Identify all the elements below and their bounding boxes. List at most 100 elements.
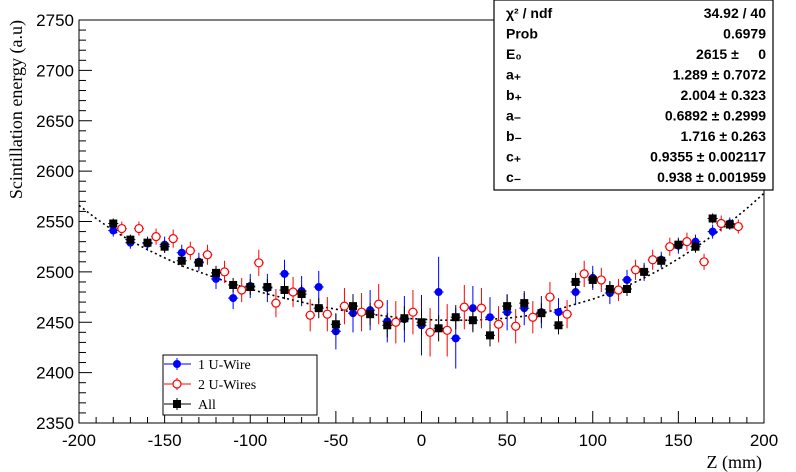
- data-point: [254, 258, 264, 268]
- stats-value: 2615 ± 0: [696, 46, 766, 62]
- data-point: [733, 221, 743, 232]
- data-point: [305, 310, 315, 320]
- axes-layer: -200 -150 -100 -50 0 50 100 150 200 2350 2400 2450 2…: [36, 11, 778, 450]
- data-point: [451, 334, 460, 343]
- data-point: [356, 307, 367, 317]
- data-point: [648, 255, 658, 265]
- data-point: [246, 282, 255, 291]
- data-point: [442, 325, 452, 335]
- y-tick-label: 2600: [36, 162, 74, 181]
- x-tick-label: 200: [750, 431, 778, 450]
- stats-value: 1.716 ± 0.263: [680, 128, 766, 144]
- data-point: [383, 321, 392, 330]
- data-point: [314, 282, 323, 291]
- data-point: [520, 299, 529, 308]
- stats-value: 0.6979: [723, 26, 766, 42]
- data-point: [434, 288, 443, 297]
- data-point: [314, 304, 323, 313]
- data-point: [503, 302, 512, 311]
- x-tick-label: -50: [324, 431, 349, 450]
- data-point: [109, 219, 118, 228]
- y-tick-label: 2500: [36, 263, 74, 282]
- data-point: [528, 312, 538, 322]
- stats-label: Prob: [506, 26, 538, 42]
- data-point: [708, 227, 717, 236]
- stats-value: 0.938 ± 0.001959: [657, 169, 766, 185]
- data-point: [511, 321, 521, 331]
- data-point: [486, 313, 494, 322]
- data-point: [202, 250, 213, 260]
- data-points-layer: [108, 213, 744, 369]
- y-tick-label: 2750: [36, 11, 74, 30]
- data-point: [657, 256, 666, 265]
- stats-label: a₋: [506, 108, 521, 124]
- fit-stats-rows: χ² / ndf 34.92 / 40 Prob 0.6979 E₀ 2615 ± 0 a₊…: [506, 5, 766, 185]
- series-0: [108, 217, 735, 369]
- fit-stats-box: χ² / ndf 34.92 / 40 Prob 0.6979 E₀ 2615 ± 0 a₊…: [493, 0, 774, 191]
- y-tick-label: 2550: [36, 213, 74, 232]
- data-point: [263, 282, 272, 291]
- x-tick-label: 0: [417, 431, 426, 450]
- legend-box: [162, 354, 318, 416]
- data-point: [605, 285, 614, 294]
- data-point: [596, 275, 606, 285]
- data-point: [674, 240, 683, 249]
- x-tick-label: 150: [664, 431, 692, 450]
- data-point: [571, 288, 580, 297]
- y-tick-label: 2400: [36, 364, 74, 383]
- stats-label: c₋: [506, 169, 521, 185]
- data-point: [366, 310, 375, 319]
- data-point: [682, 237, 692, 247]
- stats-label: E₀: [506, 46, 522, 62]
- series-2: [108, 213, 735, 347]
- x-tick-label: 100: [579, 431, 607, 450]
- data-point: [708, 214, 717, 223]
- data-point: [613, 285, 624, 295]
- legend-marker-open-circle: [172, 379, 182, 389]
- data-point: [459, 302, 469, 312]
- data-point: [451, 313, 460, 322]
- data-point: [665, 242, 675, 252]
- data-point: [408, 307, 418, 317]
- legend-label: All: [198, 398, 216, 413]
- data-point: [177, 256, 186, 265]
- data-point: [400, 314, 409, 323]
- legend-entry-all: All: [164, 398, 216, 413]
- legend-entry-2-u-wires: 2 U-Wires: [164, 378, 256, 393]
- data-point: [699, 257, 709, 267]
- stats-label: χ² / ndf: [506, 5, 552, 21]
- y-tick-label: 2650: [36, 112, 74, 131]
- data-point: [288, 287, 298, 297]
- data-point: [486, 331, 494, 340]
- data-point: [545, 292, 555, 302]
- data-point: [476, 303, 487, 313]
- legend-marker-filled-square: [173, 400, 181, 408]
- stats-value: 1.289 ± 0.7072: [673, 67, 767, 83]
- data-point: [322, 309, 332, 319]
- stats-label: b₋: [506, 128, 522, 144]
- data-point: [391, 317, 401, 327]
- stats-label: b₊: [506, 87, 522, 103]
- legend-label: 2 U-Wires: [198, 378, 256, 393]
- data-point: [151, 232, 161, 242]
- data-point: [434, 324, 443, 333]
- data-point: [280, 269, 289, 278]
- y-tick-label: 2700: [36, 61, 74, 80]
- data-point: [468, 316, 477, 325]
- data-point: [280, 286, 289, 295]
- data-point: [339, 301, 350, 311]
- data-point: [109, 226, 118, 235]
- data-point: [493, 319, 504, 329]
- y-tick-label: 2350: [36, 414, 74, 433]
- legend-marker-filled-circle: [173, 360, 181, 368]
- data-point: [219, 267, 230, 277]
- x-tick-label: 50: [498, 431, 517, 450]
- x-tick-label: -150: [148, 431, 182, 450]
- data-point: [229, 280, 238, 289]
- data-point: [168, 234, 178, 244]
- data-point: [716, 218, 726, 229]
- x-tick-label: -100: [233, 431, 267, 450]
- data-point: [691, 242, 700, 251]
- stats-value: 34.92 / 40: [704, 5, 766, 21]
